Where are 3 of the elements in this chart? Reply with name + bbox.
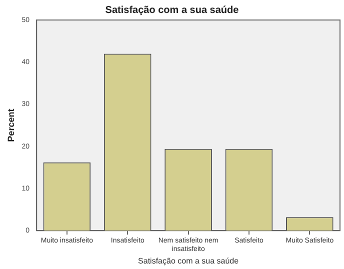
chart-title: Satisfação com a sua saúde [105,4,240,16]
y-axis-title: Percent [6,108,16,142]
x-axis-title: Satisfação com a sua saúde [138,256,240,266]
